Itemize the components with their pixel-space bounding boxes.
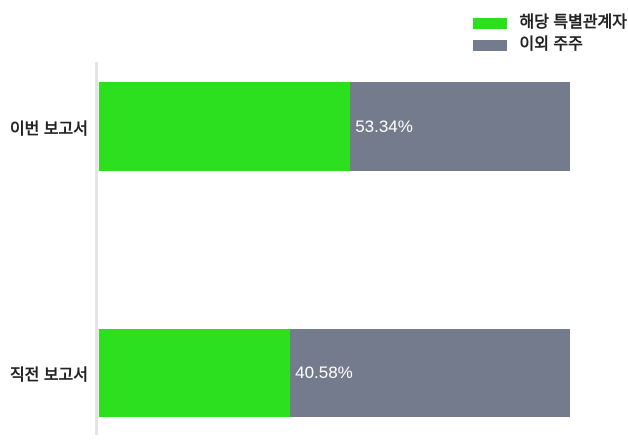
legend-label-special-related: 해당 특별관계자 <box>519 14 628 31</box>
chart-legend: 해당 특별관계자 이외 주주 <box>472 12 628 56</box>
legend-label-other-shareholders: 이외 주주 <box>519 36 583 53</box>
category-label-previous-report: 직전 보고서 <box>9 367 88 384</box>
bar-segment-special-related <box>99 329 291 417</box>
bar-track: 40.58% <box>99 329 570 417</box>
category-label-current-report: 이번 보고서 <box>9 120 88 138</box>
y-axis-line <box>95 62 98 435</box>
bar-segment-other-shareholders: 53.34% <box>350 82 570 171</box>
value-label-current-report: 53.34% <box>355 116 413 136</box>
legend-item-special-related[interactable]: 해당 특별관계자 <box>472 12 628 34</box>
legend-swatch-green-icon <box>472 17 507 29</box>
bar-segment-other-shareholders: 40.58% <box>290 329 570 417</box>
value-label-previous-report: 40.58% <box>295 363 353 382</box>
bar-segment-special-related <box>99 82 351 171</box>
bar-row-current-report: 이번 보고서 53.34% <box>0 82 570 171</box>
legend-swatch-gray-icon <box>472 39 507 51</box>
bar-track: 53.34% <box>99 82 570 171</box>
bar-row-previous-report: 직전 보고서 40.58% <box>0 329 570 417</box>
legend-item-other-shareholders[interactable]: 이외 주주 <box>472 34 583 56</box>
